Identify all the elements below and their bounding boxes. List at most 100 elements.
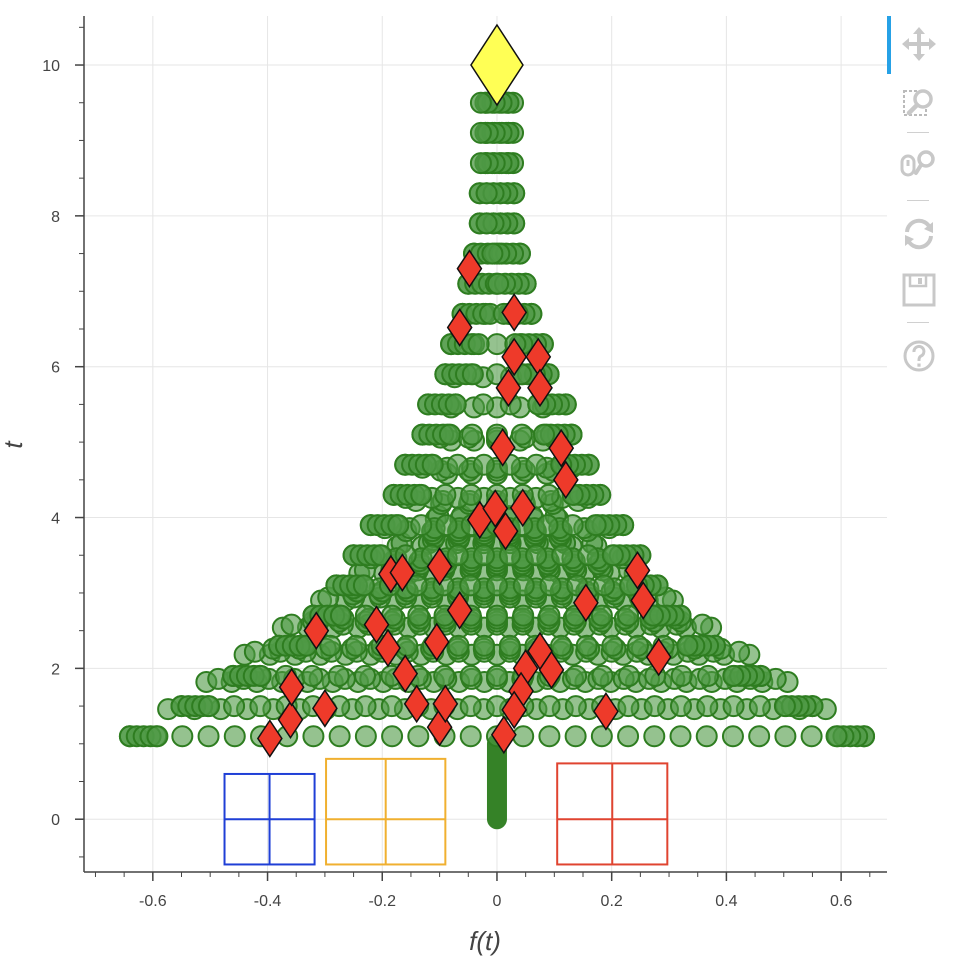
tree-point <box>533 423 556 446</box>
tree-point <box>280 613 303 636</box>
tree-point <box>447 634 470 657</box>
tree-point <box>695 725 718 748</box>
box-zoom-icon <box>903 89 933 116</box>
move-arrows-icon <box>902 27 936 61</box>
toolbar-separator <box>907 200 929 201</box>
tree-point <box>669 725 692 748</box>
tree-point <box>327 664 350 687</box>
ornament-marker <box>495 368 522 408</box>
tree-point <box>475 182 498 205</box>
ornament-marker <box>432 684 459 724</box>
ornament-marker <box>624 550 651 590</box>
tree-point <box>538 604 561 627</box>
tree-point <box>590 725 613 748</box>
tree-point <box>380 695 403 718</box>
tree-point <box>469 91 492 114</box>
help-tool-button[interactable] <box>899 336 939 376</box>
tree-point <box>643 695 666 718</box>
ornament-markers <box>256 249 672 758</box>
tree-point <box>302 725 325 748</box>
star-marker-group <box>470 23 524 107</box>
y-axis-label: t <box>0 440 28 449</box>
tree-point <box>512 725 535 748</box>
chart-toolbar <box>887 16 947 396</box>
ornament-marker <box>446 308 473 347</box>
wheel-zoom-tool-button[interactable] <box>899 144 939 184</box>
x-axis-label: f(t) <box>469 926 501 956</box>
y-tick-label: 6 <box>51 360 60 377</box>
tree-point <box>577 544 600 567</box>
tree-point <box>249 664 272 687</box>
x-tick-label: 0.2 <box>601 893 623 910</box>
tree-point <box>774 725 797 748</box>
tree-point <box>575 634 598 657</box>
pan-tool-button[interactable] <box>899 24 939 64</box>
ornament-marker <box>311 688 338 728</box>
tree-point <box>538 725 561 748</box>
ornament-marker <box>645 637 672 677</box>
tree-point <box>434 483 457 506</box>
tree-point <box>722 664 745 687</box>
tree-point <box>510 423 533 446</box>
toolbar-separator <box>907 322 929 323</box>
axes: -0.6 -0.4 -0.2 0 0.2 0.4 0.6 0 2 4 6 8 10 <box>42 16 887 910</box>
ornament-marker <box>501 337 528 377</box>
tree-point <box>319 634 342 657</box>
tree-point <box>617 604 640 627</box>
tree-point <box>472 393 495 416</box>
help-icon <box>903 340 935 372</box>
ornament-marker <box>277 700 304 740</box>
ornament-marker <box>363 605 390 644</box>
tree-point <box>591 664 614 687</box>
tree-point <box>328 725 351 748</box>
tree-point <box>697 664 720 687</box>
tree-point <box>461 423 484 446</box>
tree-point <box>669 695 692 718</box>
ornament-marker <box>527 631 553 671</box>
tree-point <box>410 514 433 537</box>
tree-point <box>461 363 484 386</box>
tree-point <box>223 695 246 718</box>
tree-point <box>525 453 548 476</box>
x-tick-label: -0.6 <box>139 893 167 910</box>
save-icon <box>902 273 936 307</box>
tree-point <box>381 725 404 748</box>
tree-point <box>433 664 456 687</box>
reset-icon <box>905 218 933 250</box>
y-tick-label: 8 <box>51 209 60 226</box>
tree-point <box>198 695 221 718</box>
y-tick-label: 0 <box>51 812 60 829</box>
ornament-marker <box>426 547 453 586</box>
tree-point <box>352 574 375 597</box>
tree-point <box>407 725 430 748</box>
tree-point <box>721 725 744 748</box>
box-zoom-tool-button[interactable] <box>899 82 939 122</box>
ornament-marker <box>423 622 450 662</box>
tree-point <box>407 604 430 627</box>
save-tool-button[interactable] <box>899 270 939 310</box>
ornament-marker <box>446 590 473 630</box>
tree-point <box>444 393 467 416</box>
tree-point <box>722 695 745 718</box>
ornament-marker <box>456 249 483 289</box>
ornament-marker <box>489 428 516 467</box>
reset-tool-button[interactable] <box>899 214 939 254</box>
star-marker <box>470 23 524 107</box>
ornament-marker <box>375 628 401 668</box>
tree-point <box>800 725 823 748</box>
tree-point <box>643 725 666 748</box>
ornament-marker <box>403 684 430 724</box>
ornament-marker <box>303 611 330 651</box>
tree-point <box>512 604 535 627</box>
tree-point <box>344 634 367 657</box>
ornament-marker <box>389 553 416 592</box>
tree-point <box>539 574 562 597</box>
tree-point <box>243 640 266 663</box>
tree-point <box>485 574 508 597</box>
tree-point <box>601 544 624 567</box>
tree-point <box>487 272 510 295</box>
tree-point <box>472 453 495 476</box>
tree-point <box>387 514 410 537</box>
tree-point <box>617 695 640 718</box>
